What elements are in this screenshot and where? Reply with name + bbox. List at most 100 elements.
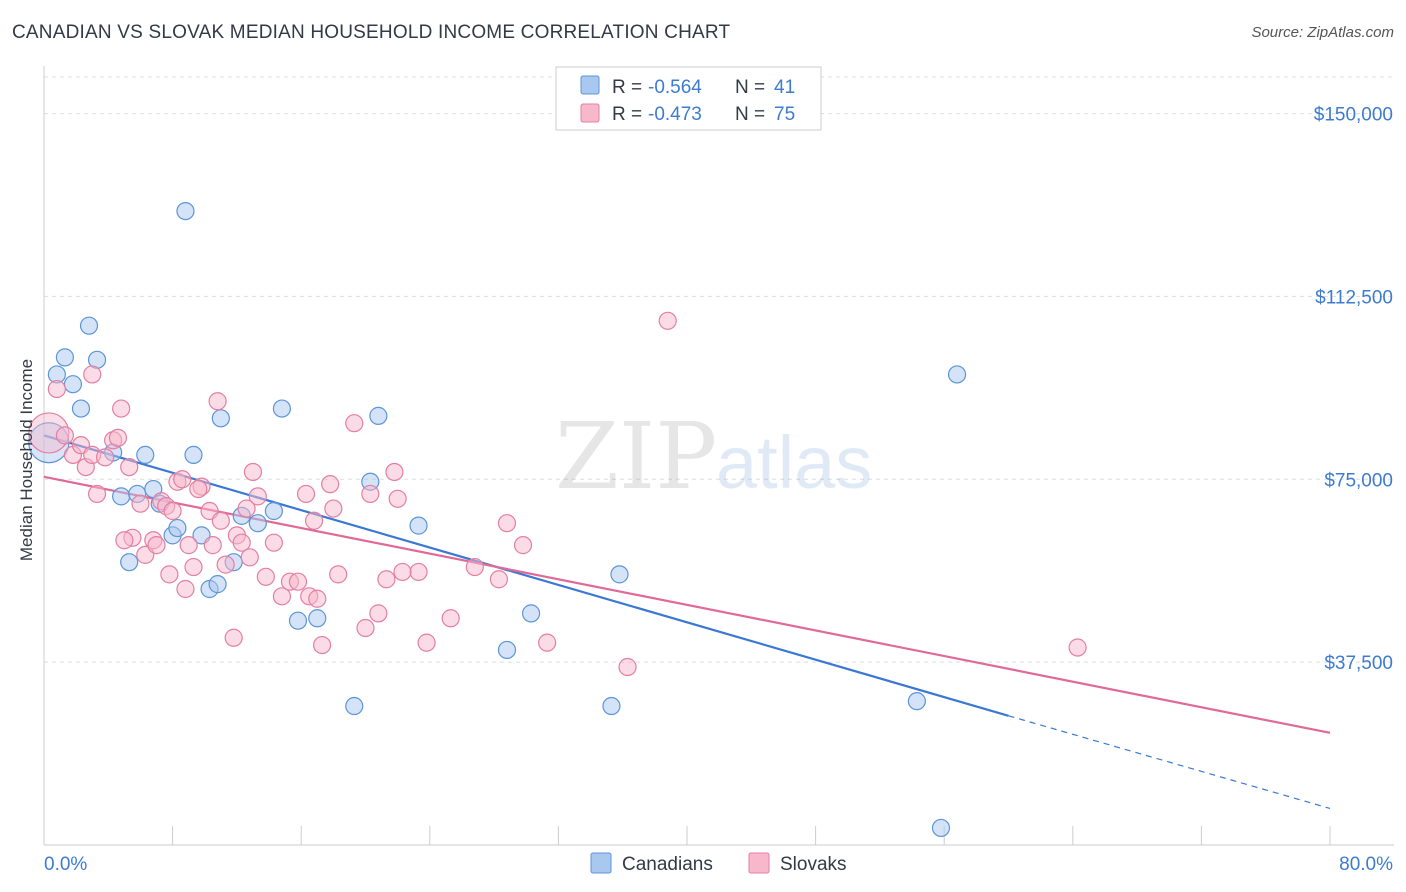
slovaks-point bbox=[312, 635, 332, 655]
y-axis-title: Median Household Income bbox=[17, 359, 36, 561]
slovaks-point bbox=[173, 470, 192, 489]
slovaks-point bbox=[160, 565, 179, 584]
canadians-point bbox=[248, 514, 267, 533]
canadians-point bbox=[71, 399, 91, 418]
slovaks-point bbox=[377, 570, 396, 589]
slovaks-point bbox=[87, 484, 107, 504]
slovaks-point bbox=[264, 533, 283, 552]
watermark-zip: ZIP bbox=[555, 403, 717, 510]
axes bbox=[43, 66, 1394, 846]
legend-swatch-slovaks bbox=[580, 103, 600, 123]
slovaks-point bbox=[243, 462, 263, 482]
canadians-point bbox=[907, 692, 926, 711]
slovaks-point bbox=[248, 487, 267, 506]
slovaks-point bbox=[232, 533, 251, 552]
legend-top: R = -0.564 N = 41 R = -0.473 N = 75 bbox=[555, 66, 822, 131]
canadians-point bbox=[176, 201, 195, 221]
slovaks-point bbox=[189, 479, 208, 499]
slovaks-point bbox=[237, 499, 256, 518]
canadians-point bbox=[112, 487, 131, 506]
slovaks-point bbox=[272, 587, 292, 606]
slovaks-point bbox=[513, 536, 533, 555]
slovaks-point bbox=[658, 311, 677, 330]
slovaks-point bbox=[131, 494, 150, 513]
canadians-point bbox=[345, 696, 364, 716]
slovaks-point bbox=[388, 489, 407, 508]
legend-n-value-canadians: 41 bbox=[774, 77, 795, 98]
slovaks-point bbox=[95, 448, 115, 467]
slovaks-point bbox=[441, 609, 460, 628]
slovaks-point bbox=[345, 414, 364, 433]
y-tick-label: $75,000 bbox=[1324, 470, 1393, 491]
slovaks-point bbox=[465, 557, 484, 577]
slovaks-point bbox=[179, 536, 198, 555]
y-tick-label: $112,500 bbox=[1315, 287, 1393, 308]
slovaks-point bbox=[55, 426, 74, 445]
legend-box bbox=[555, 66, 822, 131]
canadians-point bbox=[63, 375, 83, 394]
canadians-point bbox=[931, 818, 951, 838]
slovaks-point bbox=[163, 501, 182, 521]
bottom-legend-swatch-slovaks bbox=[748, 852, 770, 874]
canadians-trend-extension bbox=[1008, 715, 1331, 810]
x-tick-labels: 0.0% 80.0% bbox=[44, 854, 1393, 875]
slovaks-point bbox=[203, 536, 222, 555]
slovaks-point bbox=[538, 633, 557, 652]
slovaks-point bbox=[115, 531, 134, 550]
canadians-point bbox=[79, 316, 99, 335]
slovaks-point bbox=[356, 618, 375, 638]
slovaks-point bbox=[409, 562, 428, 582]
slovaks-point bbox=[308, 589, 327, 608]
slovaks-point bbox=[120, 457, 139, 477]
legend-r-label: R = bbox=[612, 104, 642, 125]
slovaks-point bbox=[288, 572, 308, 591]
canadians-point bbox=[168, 518, 187, 538]
slovaks-point bbox=[256, 567, 275, 586]
canadians-point bbox=[288, 611, 308, 630]
source-label: Source: ZipAtlas.com bbox=[1251, 24, 1394, 41]
canadians-point bbox=[947, 365, 967, 384]
legend-r-label: R = bbox=[612, 77, 642, 98]
canadians-point bbox=[264, 501, 283, 521]
canadians-point bbox=[211, 409, 230, 428]
slovaks-point bbox=[497, 514, 517, 533]
slovaks-point bbox=[240, 548, 259, 567]
legend-n-label: N = bbox=[735, 104, 765, 125]
watermark-atlas: atlas bbox=[716, 421, 872, 504]
legend-swatch-canadians bbox=[580, 75, 600, 95]
bottom-legend-swatch-canadians bbox=[590, 852, 612, 874]
watermark: ZIP atlas bbox=[555, 403, 872, 510]
slovaks-point bbox=[224, 628, 243, 647]
slovaks-point bbox=[417, 633, 436, 652]
legend-r-value-canadians: -0.564 bbox=[648, 77, 702, 98]
canadians-point bbox=[308, 609, 327, 628]
slovaks-point bbox=[147, 536, 166, 555]
legend-n-label: N = bbox=[735, 77, 765, 98]
slovaks-point bbox=[385, 462, 404, 482]
canadians-point bbox=[497, 640, 517, 660]
bottom-legend-label-slovaks: Slovaks bbox=[780, 854, 847, 875]
slovaks-point bbox=[304, 511, 324, 530]
slovaks-point bbox=[108, 428, 128, 447]
canadians-point bbox=[610, 565, 629, 584]
slovaks-point bbox=[489, 570, 509, 589]
x-tick-label-min: 0.0% bbox=[44, 854, 87, 875]
canadians-point bbox=[55, 348, 74, 367]
slovaks-point bbox=[618, 657, 637, 677]
slovaks-point bbox=[321, 475, 340, 494]
slovaks-point bbox=[184, 557, 203, 577]
legend-r-value-slovaks: -0.473 bbox=[648, 104, 702, 125]
slovaks-point bbox=[176, 579, 195, 599]
canadians-point bbox=[184, 445, 203, 465]
slovaks-point bbox=[361, 484, 380, 504]
slovaks-point bbox=[296, 484, 316, 504]
bottom-legend-label-canadians: Canadians bbox=[622, 854, 713, 875]
canadians-point bbox=[409, 516, 428, 535]
slovaks-point bbox=[329, 565, 348, 584]
slovaks-point bbox=[1068, 638, 1087, 657]
slovaks-point bbox=[324, 499, 343, 518]
slovaks-point bbox=[211, 511, 230, 530]
canadians-point bbox=[369, 406, 388, 425]
chart-title: CANADIAN VS SLOVAK MEDIAN HOUSEHOLD INCO… bbox=[12, 22, 731, 43]
